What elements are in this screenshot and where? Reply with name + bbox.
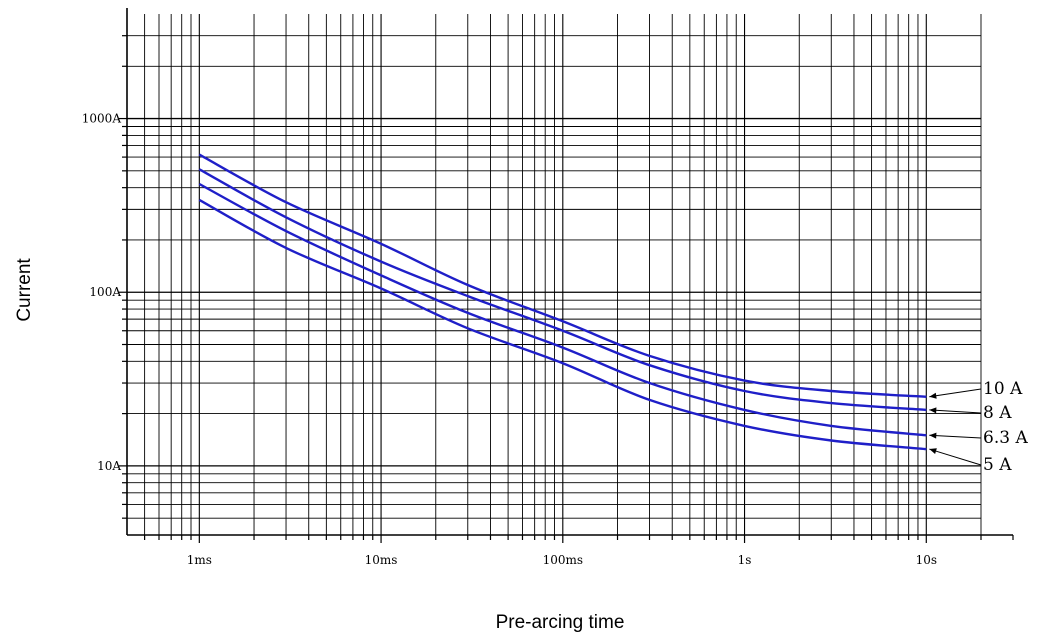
y-tick-label: 1000A — [82, 112, 122, 126]
series-line — [198, 182, 927, 437]
series-line — [198, 168, 927, 412]
series-label-arrowhead — [929, 407, 937, 414]
series-label-leader — [929, 434, 982, 439]
series-label-leader — [929, 448, 982, 466]
x-axis-title: Pre-arcing time — [496, 612, 625, 633]
series-label: 5 A — [983, 455, 1012, 475]
series-labels: 10 A 8 A 6.3 A 5 A — [929, 379, 1028, 475]
y-axis-title: Current — [14, 258, 35, 322]
x-tick-label: 10ms — [365, 553, 398, 567]
y-tick-label: 100A — [89, 285, 121, 299]
x-tick-label: 1s — [738, 553, 752, 567]
series-label: 8 A — [983, 403, 1012, 423]
series-label-arrowhead — [929, 432, 937, 439]
series-line — [198, 153, 927, 398]
series-lines — [198, 153, 927, 451]
series-label: 10 A — [983, 379, 1023, 399]
x-tick-label: 10s — [916, 553, 937, 567]
axes: 1ms 10ms 100ms 1s 10s 10A 100A 1000A — [82, 8, 1014, 567]
series-label-leader — [929, 388, 982, 398]
y-tick-label: 10A — [97, 459, 121, 473]
series-line — [198, 198, 927, 451]
series-label: 6.3 A — [983, 428, 1028, 448]
series-label-leader — [929, 409, 982, 414]
grid-lines — [127, 14, 982, 535]
series-label-arrowhead — [929, 392, 937, 399]
series-label-arrowhead — [929, 448, 937, 454]
x-tick-label: 1ms — [187, 553, 212, 567]
x-tick-label: 100ms — [543, 553, 583, 567]
